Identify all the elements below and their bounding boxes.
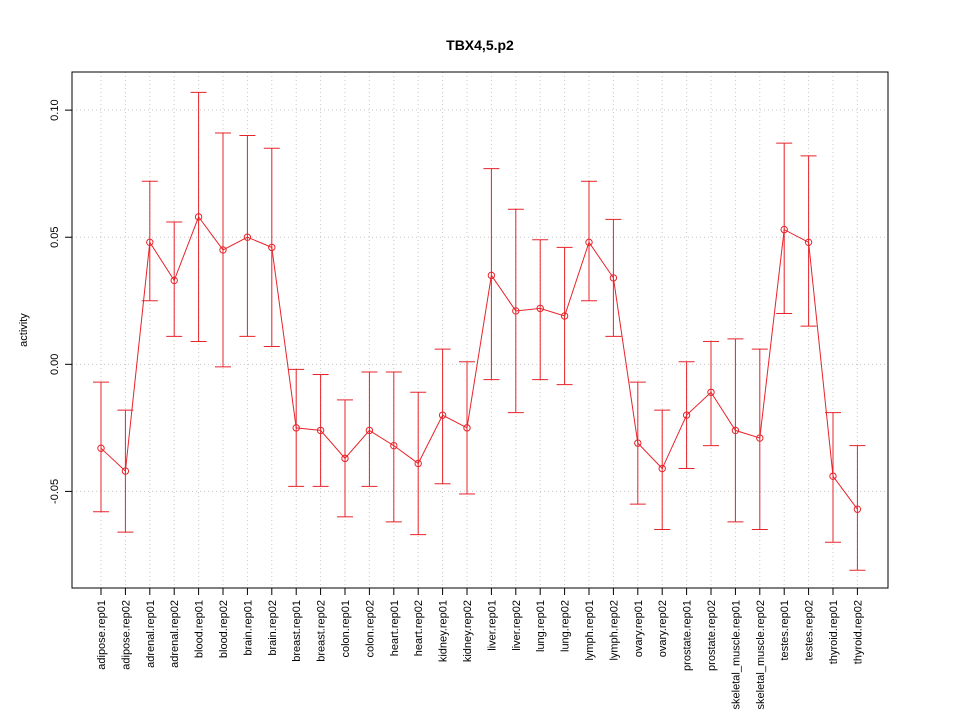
data-point	[853, 505, 862, 513]
y-tick-label: 0.05	[49, 227, 61, 248]
data-point	[609, 274, 618, 282]
y-tick-label: 0.00	[49, 354, 61, 375]
x-tick-label: prostate.rep01	[682, 600, 694, 671]
x-axis: adipose.rep01 adipose.rep02 adrenal.rep01 a…	[96, 588, 864, 709]
x-tick-label: ovary.rep02	[657, 600, 669, 657]
x-tick-label: adrenal.rep02	[169, 600, 181, 668]
x-tick-label: breast.rep02	[316, 600, 328, 662]
x-tick-label: kidney.rep01	[438, 600, 450, 662]
data-point	[756, 434, 764, 442]
data-point	[390, 441, 398, 450]
series-line	[100, 215, 858, 510]
x-tick-label: blood.rep01	[194, 600, 206, 658]
x-tick-label: lung.rep01	[535, 600, 547, 652]
x-tick-label: adipose.rep01	[96, 600, 108, 670]
x-tick-label: testes.rep02	[804, 600, 816, 661]
x-tick-label: colon.rep01	[340, 600, 352, 658]
x-tick-label: heart.rep01	[389, 600, 401, 656]
error-bars	[93, 91, 866, 571]
y-axis-label: activity	[18, 313, 30, 347]
data-point	[121, 467, 130, 475]
grid	[72, 72, 888, 588]
x-tick-label: lung.rep02	[560, 600, 572, 652]
x-tick-label: kidney.rep02	[462, 600, 474, 662]
x-tick-label: lymph.rep01	[584, 600, 596, 661]
x-tick-label: brain.rep02	[267, 600, 279, 656]
x-tick-label: ovary.rep01	[633, 600, 645, 657]
data-point	[487, 271, 496, 280]
x-tick-label: lymph.rep02	[608, 600, 620, 661]
data-point	[97, 444, 105, 452]
data-point	[438, 411, 447, 419]
data-point	[780, 225, 788, 234]
plot-frame	[71, 71, 889, 589]
x-tick-label: thyroid.rep01	[828, 600, 840, 664]
x-tick-label: blood.rep02	[218, 600, 230, 658]
x-tick-label: thyroid.rep02	[852, 600, 864, 664]
data-point	[194, 213, 203, 221]
data-point	[268, 243, 276, 252]
x-tick-label: heart.rep02	[413, 600, 425, 656]
data-point	[341, 454, 349, 463]
data-point	[512, 307, 520, 315]
data-point	[219, 246, 227, 254]
x-tick-label: liver.rep02	[511, 600, 523, 651]
data-point	[463, 424, 471, 432]
x-tick-label: prostate.rep02	[706, 600, 718, 671]
data-point	[414, 459, 422, 468]
x-tick-label: adipose.rep02	[120, 600, 132, 670]
series	[97, 213, 862, 513]
x-tick-label: testes.rep01	[779, 600, 791, 661]
chart-title: TBX4,5.p2	[446, 37, 514, 53]
data-point	[365, 426, 374, 435]
data-point	[658, 464, 666, 473]
data-point	[634, 439, 642, 447]
data-point	[804, 238, 813, 247]
data-point	[146, 238, 154, 247]
x-tick-label: brain.rep01	[242, 600, 254, 656]
data-point	[731, 426, 740, 435]
x-tick-label: skeletal_muscle.rep02	[755, 600, 767, 709]
data-point	[682, 411, 691, 419]
data-point	[170, 276, 178, 285]
data-point	[707, 388, 715, 396]
x-tick-label: liver.rep01	[486, 600, 498, 651]
x-tick-label: colon.rep02	[364, 600, 376, 658]
data-point	[560, 312, 569, 320]
data-point	[536, 304, 544, 313]
data-point	[585, 238, 593, 247]
data-point	[243, 233, 252, 241]
y-tick-label: 0.10	[49, 99, 61, 120]
x-tick-label: adrenal.rep01	[145, 600, 157, 668]
data-point	[292, 424, 300, 432]
x-tick-label: breast.rep01	[291, 600, 303, 662]
x-tick-label: skeletal_muscle.rep01	[730, 600, 742, 709]
y-tick-label: -0.05	[49, 479, 61, 504]
y-axis: -0.05 0.00 0.05 0.10	[49, 99, 72, 504]
data-point	[316, 426, 325, 435]
data-point	[829, 472, 837, 480]
